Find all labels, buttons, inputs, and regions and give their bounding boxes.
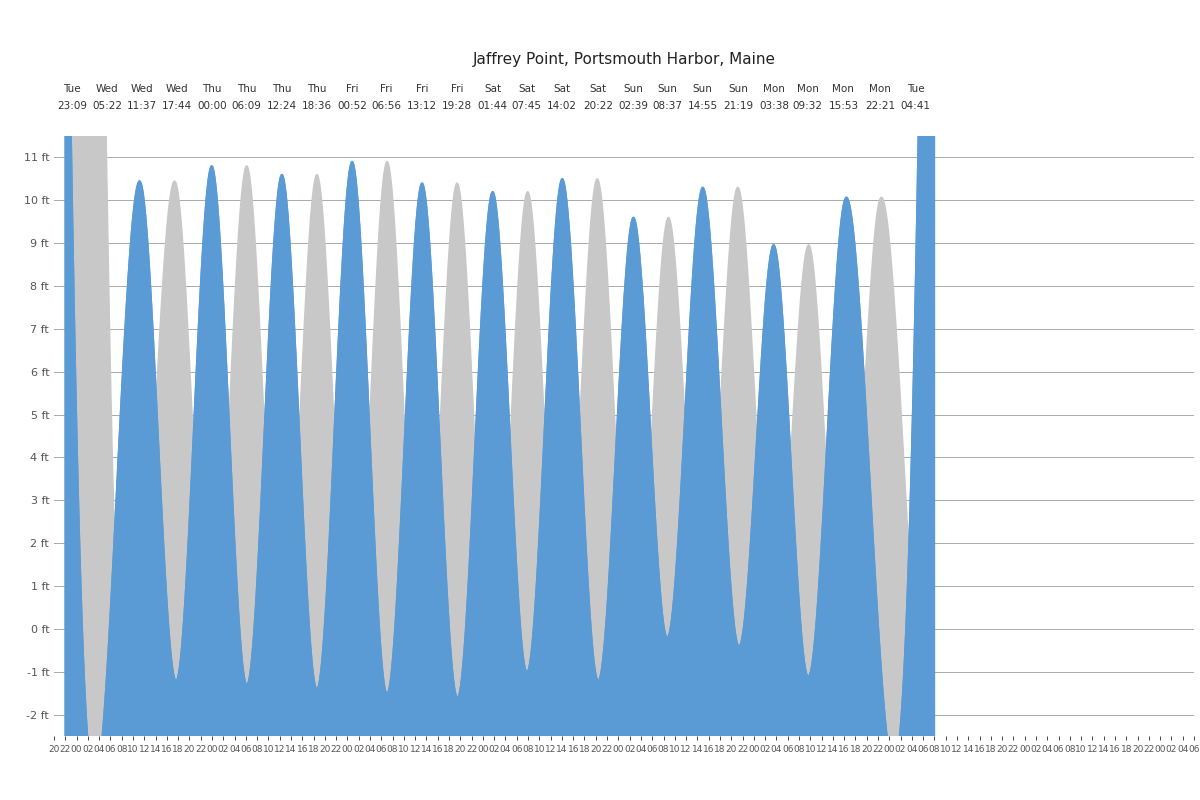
Text: 08:37: 08:37 xyxy=(652,101,682,111)
Text: 06:09: 06:09 xyxy=(232,101,262,111)
Text: Mon: Mon xyxy=(869,84,890,94)
Text: Sun: Sun xyxy=(658,84,677,94)
Text: 00:00: 00:00 xyxy=(197,101,227,111)
Text: Sun: Sun xyxy=(728,84,749,94)
Text: 14:55: 14:55 xyxy=(688,101,718,111)
Text: Wed: Wed xyxy=(166,84,188,94)
Text: Mon: Mon xyxy=(833,84,854,94)
Text: Sat: Sat xyxy=(589,84,606,94)
Text: Mon: Mon xyxy=(797,84,818,94)
Text: 13:12: 13:12 xyxy=(407,101,437,111)
Text: 20:22: 20:22 xyxy=(583,101,613,111)
Text: Thu: Thu xyxy=(203,84,222,94)
Text: Sat: Sat xyxy=(553,84,571,94)
Text: 04:41: 04:41 xyxy=(901,101,931,111)
Text: Tue: Tue xyxy=(907,84,924,94)
Text: 11:37: 11:37 xyxy=(127,101,157,111)
Text: Wed: Wed xyxy=(96,84,118,94)
Text: Tue: Tue xyxy=(62,84,80,94)
Text: Sun: Sun xyxy=(623,84,643,94)
Text: 19:28: 19:28 xyxy=(443,101,473,111)
Text: Wed: Wed xyxy=(131,84,154,94)
Text: Thu: Thu xyxy=(236,84,257,94)
Text: Fri: Fri xyxy=(451,84,463,94)
Text: Thu: Thu xyxy=(307,84,326,94)
Text: Fri: Fri xyxy=(346,84,359,94)
Text: 07:45: 07:45 xyxy=(511,101,541,111)
Text: 17:44: 17:44 xyxy=(162,101,192,111)
Text: Sat: Sat xyxy=(484,84,502,94)
Text: 05:22: 05:22 xyxy=(92,101,122,111)
Text: 15:53: 15:53 xyxy=(828,101,858,111)
Text: 01:44: 01:44 xyxy=(478,101,508,111)
Text: Sat: Sat xyxy=(518,84,535,94)
Text: Mon: Mon xyxy=(763,84,785,94)
Text: Thu: Thu xyxy=(272,84,292,94)
Text: Fri: Fri xyxy=(415,84,428,94)
Text: 02:39: 02:39 xyxy=(618,101,648,111)
Text: 06:56: 06:56 xyxy=(372,101,402,111)
Text: 00:52: 00:52 xyxy=(337,101,367,111)
Text: 09:32: 09:32 xyxy=(792,101,822,111)
Text: 21:19: 21:19 xyxy=(724,101,754,111)
Text: 22:21: 22:21 xyxy=(865,101,895,111)
Text: Jaffrey Point, Portsmouth Harbor, Maine: Jaffrey Point, Portsmouth Harbor, Maine xyxy=(473,51,775,66)
Text: Fri: Fri xyxy=(380,84,392,94)
Text: 14:02: 14:02 xyxy=(547,101,577,111)
Text: 23:09: 23:09 xyxy=(56,101,86,111)
Text: 12:24: 12:24 xyxy=(266,101,298,111)
Text: 18:36: 18:36 xyxy=(302,101,332,111)
Text: Sun: Sun xyxy=(692,84,713,94)
Text: 03:38: 03:38 xyxy=(760,101,790,111)
